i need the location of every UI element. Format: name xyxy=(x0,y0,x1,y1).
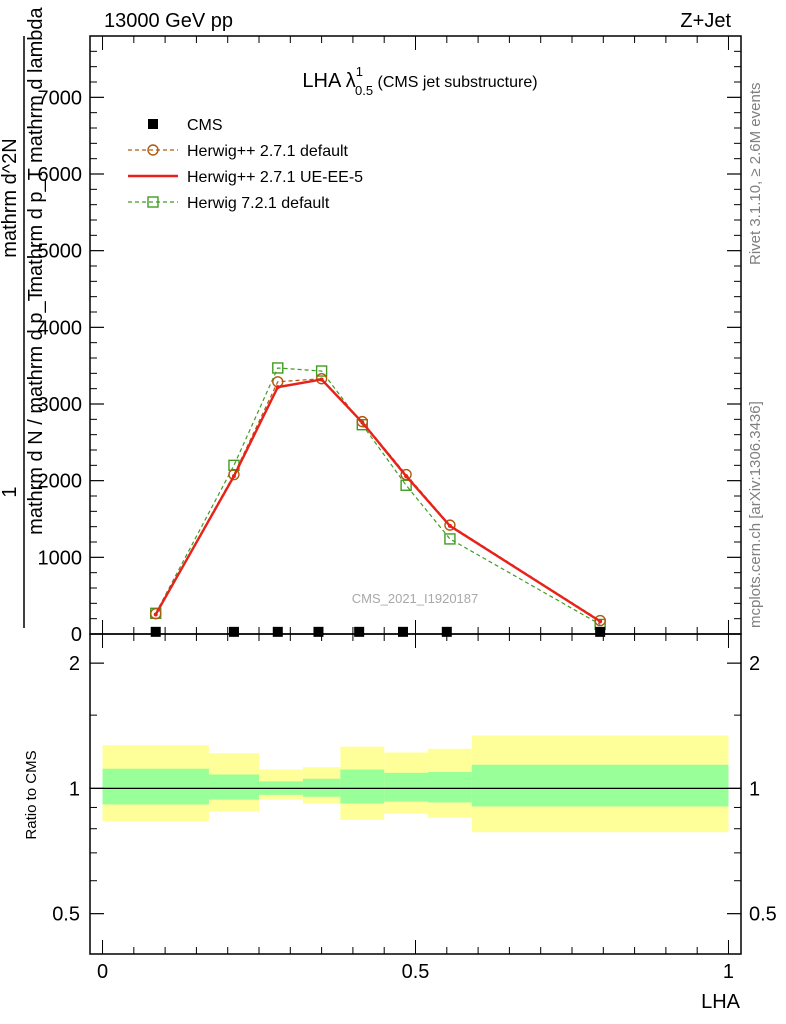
series-point-circle xyxy=(228,468,240,481)
series-point-square xyxy=(272,362,284,374)
series-point-circle xyxy=(444,519,456,531)
x-axis-label: LHA xyxy=(701,991,741,1013)
series-point-dot xyxy=(319,377,324,382)
header-left: 13000 GeV pp xyxy=(104,10,233,32)
cms-data-point xyxy=(397,626,408,637)
ratio-band-inner-6 xyxy=(428,772,472,803)
ratio-band-inner-7 xyxy=(471,764,729,807)
series-line-0 xyxy=(155,378,601,622)
legend-label-herwig-ueee5: Herwig++ 2.7.1 UE-EE-5 xyxy=(187,169,363,186)
header-right: Z+Jet xyxy=(680,10,731,32)
series-point-square xyxy=(356,419,368,431)
watermark: CMS_2021_I1920187 xyxy=(352,591,479,606)
x-tick-label: 0.5 xyxy=(402,961,430,983)
ratio-y-label: Ratio to CMS xyxy=(23,750,40,839)
ratio-tick-label-right: 1 xyxy=(749,778,760,800)
y-tick-label: 5000 xyxy=(38,241,83,263)
ratio-band-inner-1 xyxy=(208,774,260,800)
y-tick-label: 0 xyxy=(71,624,82,646)
legend-label-herwig7: Herwig 7.2.1 default xyxy=(187,195,330,212)
series-point-dot xyxy=(598,619,603,624)
y-label-fraction-numerator: mathrm d^2N xyxy=(0,138,21,257)
series-layer xyxy=(150,362,606,637)
y-label-fraction-denominator: mathrm d p_T mathrm d lambda xyxy=(25,6,47,292)
side-text-upper: Rivet 3.1.10, ≥ 2.6M events xyxy=(747,83,764,266)
series-line-2 xyxy=(155,367,601,625)
title-sup: 1 xyxy=(356,64,363,79)
legend: CMS Herwig++ 2.7.1 default Herwig++ 2.7.… xyxy=(128,117,363,212)
series-point-circle xyxy=(315,373,328,385)
series-point-dot xyxy=(231,474,236,479)
title-sub: 0.5 xyxy=(355,83,373,98)
legend-label-cms: CMS xyxy=(187,117,223,134)
series-point-square xyxy=(315,365,328,377)
title-suffix: (CMS jet substructure) xyxy=(373,74,537,91)
cms-data-point xyxy=(313,626,324,637)
series-line-1 xyxy=(154,378,601,623)
ratio-band-inner-0 xyxy=(102,768,209,805)
legend-marker-herwig7 xyxy=(147,196,159,208)
y-tick-label: 6000 xyxy=(38,164,83,186)
series-point-dot xyxy=(153,612,158,617)
y-label-denominator: mathrm d N / mathrm d p_T xyxy=(25,289,47,535)
legend-marker-herwig-default xyxy=(147,144,159,156)
main-axis-ticks: 0 1000 2000 3000 4000 5000 6000 7000 xyxy=(38,35,741,646)
series-point-dot xyxy=(447,523,452,528)
x-tick-label: 1 xyxy=(723,961,734,983)
cms-data-point xyxy=(595,626,606,637)
main-y-label: 1 mathrm d N / mathrm d p_T mathrm d^2N … xyxy=(0,6,47,628)
y-tick-label: 1000 xyxy=(38,547,83,569)
ratio-tick-label-left: 2 xyxy=(69,653,80,675)
cms-data-point xyxy=(354,626,365,637)
cms-data-point xyxy=(441,626,452,637)
series-point-circle xyxy=(594,614,606,627)
legend-marker-cms xyxy=(148,119,158,129)
cms-data-point xyxy=(150,626,161,637)
y-tick-label: 4000 xyxy=(38,317,83,339)
ratio-panel-frame xyxy=(89,633,742,955)
x-tick-label: 0 xyxy=(97,961,108,983)
series-point-circle xyxy=(150,607,162,620)
y-tick-label: 2000 xyxy=(38,471,83,493)
cms-data-point xyxy=(228,626,239,637)
title-main: LHA λ xyxy=(302,70,355,92)
ratio-tick-label-right: 0.5 xyxy=(749,904,777,926)
series-point-square xyxy=(444,533,456,545)
y-label-one: 1 xyxy=(0,486,21,497)
series-point-dot xyxy=(275,385,280,390)
side-text-lower: mcplots.cern.ch [arXiv:1306.3436] xyxy=(747,401,764,628)
ratio-bands xyxy=(90,735,741,833)
series-point-dot xyxy=(360,420,365,425)
ratio-axis-ticks: 0.5 0.5 1 1 2 2 0 0.5 1 xyxy=(52,634,777,983)
ratio-band-inner-4 xyxy=(340,769,385,804)
series-point-dot xyxy=(404,474,409,479)
ratio-tick-label-right: 2 xyxy=(749,653,760,675)
ratio-tick-label-left: 1 xyxy=(69,778,80,800)
legend-label-herwig-default: Herwig++ 2.7.1 default xyxy=(187,143,349,160)
series-point-square xyxy=(400,479,412,491)
y-tick-label: 3000 xyxy=(38,394,83,416)
ratio-band-inner-3 xyxy=(302,778,341,797)
cms-data-point xyxy=(272,626,283,637)
series-point-circle xyxy=(356,415,368,428)
series-point-circle xyxy=(400,468,412,481)
ratio-band-inner-5 xyxy=(384,772,429,802)
ratio-tick-label-left: 0.5 xyxy=(52,904,80,926)
y-tick-label: 7000 xyxy=(38,87,83,109)
plot-title: LHA λ1 0.5 (CMS jet substructure) xyxy=(302,64,537,98)
